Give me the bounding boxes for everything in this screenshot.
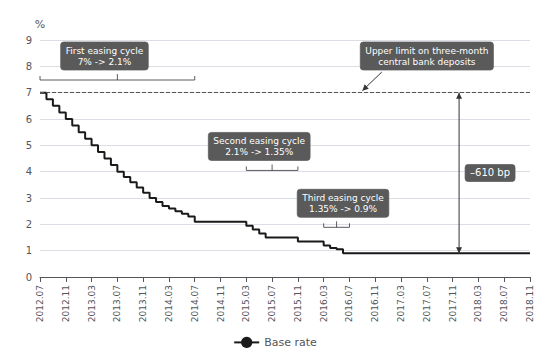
svg-text:2016.11: 2016.11 [370,285,380,322]
svg-text:2014.03: 2014.03 [164,285,174,322]
svg-text:0: 0 [26,272,32,283]
svg-text:2018.03: 2018.03 [473,285,483,322]
svg-text:5: 5 [26,140,32,151]
svg-text:7: 7 [26,87,32,98]
svg-text:2013.11: 2013.11 [138,285,148,322]
svg-text:2014.11: 2014.11 [216,285,226,322]
svg-text:Second easing cycle: Second easing cycle [213,136,305,146]
svg-text:7% -> 2.1%: 7% -> 2.1% [78,57,132,67]
svg-text:3: 3 [26,193,32,204]
svg-text:2015.07: 2015.07 [267,285,277,322]
svg-text:2013.03: 2013.03 [87,285,97,322]
svg-text:Third easing cycle: Third easing cycle [301,193,384,203]
svg-text:8: 8 [26,61,32,72]
svg-text:1: 1 [26,245,32,256]
svg-text:9: 9 [26,35,32,46]
svg-text:2013.07: 2013.07 [112,285,122,322]
svg-text:2017.11: 2017.11 [448,285,458,322]
svg-text:2016.07: 2016.07 [344,285,354,322]
svg-text:2014.07: 2014.07 [190,285,200,322]
svg-text:2: 2 [26,219,32,230]
svg-text:central bank deposits: central bank deposits [378,57,475,67]
svg-text:2017.03: 2017.03 [396,285,406,322]
svg-text:2012.07: 2012.07 [35,285,45,322]
svg-text:–610 bp: –610 bp [470,167,510,178]
svg-text:%: % [35,18,45,31]
svg-text:6: 6 [26,114,32,125]
svg-text:1.35% -> 0.9%: 1.35% -> 0.9% [309,204,377,214]
svg-text:2015.03: 2015.03 [241,285,251,322]
svg-text:2018.11: 2018.11 [525,285,535,322]
svg-text:2015.11: 2015.11 [293,285,303,322]
svg-text:4: 4 [26,166,32,177]
svg-text:Upper limit on three-month: Upper limit on three-month [365,46,488,56]
svg-text:First easing cycle: First easing cycle [66,46,144,56]
svg-text:2016.03: 2016.03 [319,285,329,322]
svg-text:2018.07: 2018.07 [499,285,509,322]
svg-text:2.1% -> 1.35%: 2.1% -> 1.35% [225,147,293,157]
svg-text:2017.07: 2017.07 [422,285,432,322]
svg-text:2012.11: 2012.11 [61,285,71,322]
svg-text:Base rate: Base rate [264,336,317,349]
